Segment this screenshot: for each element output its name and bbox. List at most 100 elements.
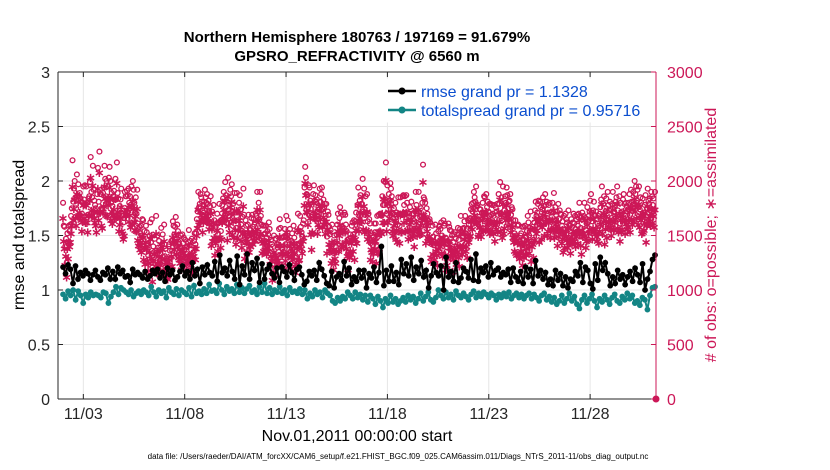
obs-possible-point [355,184,362,191]
obs-possible-point [212,223,219,230]
rmse-point [465,275,472,281]
obs-possible-point [421,196,428,203]
rmse-point [485,274,492,280]
rmse-point [177,268,183,275]
spread-point [264,290,270,297]
obs-possible-point [310,182,317,189]
spread-point [362,292,369,299]
obs-possible-point [289,240,296,247]
obs-assimilated-point: ∗ [111,177,122,192]
obs-possible-point [93,211,100,218]
obs-possible-point [336,215,343,222]
rmse-point [308,272,315,279]
obs-possible-point [257,212,264,219]
spread-point [203,290,210,297]
rmse-point [326,282,333,289]
rmse-point [316,259,323,266]
spread-point [332,300,338,306]
obs-possible-point [381,201,388,209]
obs-possible-point [314,212,321,219]
obs-possible-point [449,250,456,258]
obs-possible-point [509,206,516,213]
spread-point [357,291,364,298]
obs-possible-point [507,191,514,198]
rmse-point [604,270,611,277]
rmse-point [473,251,479,257]
rmse-point [112,276,119,282]
obs-possible-point [361,185,368,192]
obs-possible-point [230,217,238,224]
rmse-point [124,272,131,279]
spread-point [380,304,386,311]
chart-subtitle: GPSRO_REFRACTIVITY @ 6560 m [234,48,479,65]
right-y-tick-label: 1500 [667,229,703,246]
obs-possible-point [387,185,395,192]
obs-possible-point [134,186,141,193]
spread-point [611,291,618,298]
rmse-point [328,268,335,275]
obs-possible-point [434,244,441,251]
rmse-point [502,271,509,278]
rmse-point [537,267,544,274]
rmse-point [430,260,437,267]
rmse-point [535,272,541,279]
rmse-point [348,281,355,288]
spread-point [644,306,651,313]
rmse-point [470,277,477,284]
rmse-point [142,268,149,275]
x-tick-label: 11/28 [571,406,610,423]
rmse-point [565,284,571,291]
rmse-point [236,281,243,288]
spread-point [281,287,288,293]
obs-possible-point [332,243,339,250]
rmse-point [199,264,206,271]
rmse-point [634,271,641,278]
spread-point [526,290,532,297]
obs-possible-point [383,210,390,217]
spread-point [254,291,260,298]
rmse-point [632,265,638,272]
obs-possible-point [232,209,239,216]
obs-possible-point [70,185,78,192]
spread-point [80,300,87,306]
rmse-point [385,278,392,285]
obs-possible-point [108,199,115,206]
obs-possible-point [323,200,330,207]
obs-possible-point [429,222,436,229]
spread-point [387,292,394,299]
rmse-point [191,272,198,279]
obs-possible-point [138,232,145,239]
obs-possible-point [417,205,424,212]
rmse-point [557,270,564,277]
obs-zero-marker [652,395,660,403]
obs-possible-point [130,186,137,193]
rmse-point [458,275,464,281]
obs-possible-point [65,240,72,247]
obs-possible-point [206,203,214,210]
rmse-point [259,260,265,267]
obs-possible-point [424,210,431,217]
obs-possible-point [221,198,228,205]
obs-possible-point [227,193,235,200]
rmse-point [415,270,422,277]
spread-point [191,282,197,289]
obs-possible-point [73,171,80,178]
obs-possible-point [230,200,237,207]
rmse-point [216,252,223,259]
rmse-point [540,276,546,282]
obs-possible-point [223,198,230,205]
obs-possible-point [158,241,166,248]
spread-point [102,290,109,297]
rmse-point [438,263,444,269]
obs-possible-point [216,200,223,207]
rmse-point [274,265,280,272]
spread-point [148,283,155,290]
spread-point [432,294,439,301]
obs-possible-point [478,216,485,223]
spread-point [115,291,122,298]
rmse-point [380,282,387,289]
obs-possible-point [240,185,247,192]
obs-possible-point [318,191,325,198]
obs-possible-point [73,205,80,212]
spread-point [160,288,167,294]
